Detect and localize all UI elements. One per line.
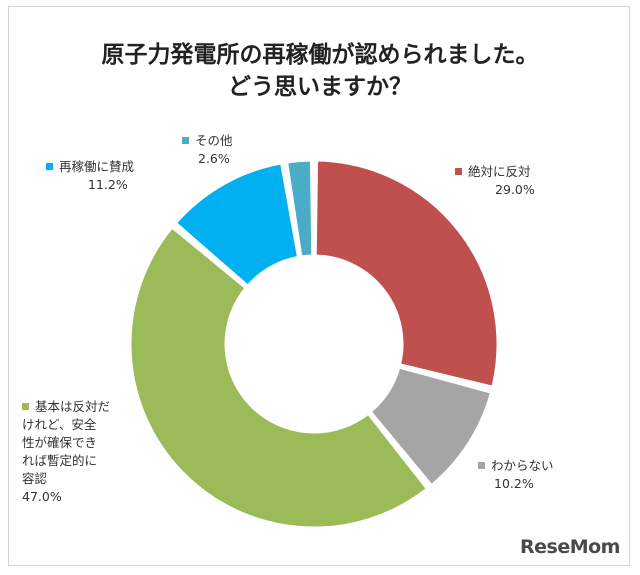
legend-label-saikadou-sansei: 再稼働に賛成 11.2% bbox=[46, 158, 134, 194]
chart-title-line-1: 原子力発電所の再稼働が認められました。 bbox=[101, 42, 539, 68]
donut-slice-1 bbox=[368, 365, 494, 488]
slice-label: わからない bbox=[491, 458, 554, 473]
slice-value: 10.2% bbox=[494, 476, 534, 491]
donut-slice-3 bbox=[173, 161, 301, 289]
slice-label-line: 性が確保でき bbox=[22, 435, 98, 450]
slice-label: 再稼働に賛成 bbox=[59, 159, 135, 174]
donut-slice-0 bbox=[313, 158, 500, 390]
legend-swatch bbox=[478, 462, 485, 469]
legend-label-sonota: その他 2.6% bbox=[182, 132, 233, 168]
donut-slice-4 bbox=[284, 158, 315, 259]
slice-value: 47.0% bbox=[22, 489, 62, 504]
legend-swatch bbox=[46, 163, 53, 170]
legend-label-wakaranai: わからない 10.2% bbox=[478, 457, 554, 493]
slice-label-line: れば暫定的に bbox=[22, 453, 98, 468]
slice-label: 絶対に反対 bbox=[468, 164, 531, 179]
slice-value: 29.0% bbox=[495, 182, 535, 197]
donut-slice-2 bbox=[128, 224, 430, 530]
slice-label-line: けれど、安全 bbox=[22, 417, 97, 432]
slice-label-line: 基本は反対だ bbox=[35, 399, 111, 414]
legend-swatch bbox=[455, 168, 462, 175]
chart-title-line-2: どう思いますか？ bbox=[228, 74, 412, 100]
slice-label: その他 bbox=[195, 133, 233, 148]
slice-label-line: 容認 bbox=[22, 471, 48, 486]
resemom-logo: ReseMom bbox=[520, 536, 620, 558]
legend-label-zettai-hantai: 絶対に反対 29.0% bbox=[455, 163, 535, 199]
legend-swatch bbox=[22, 403, 29, 410]
legend-swatch bbox=[182, 137, 189, 144]
slice-value: 11.2% bbox=[88, 177, 128, 192]
slice-value: 2.6% bbox=[198, 151, 230, 166]
legend-label-zantei-youнин: 基本は反対だ けれど、安全 性が確保でき れば暫定的に 容認 47.0% bbox=[22, 398, 162, 506]
